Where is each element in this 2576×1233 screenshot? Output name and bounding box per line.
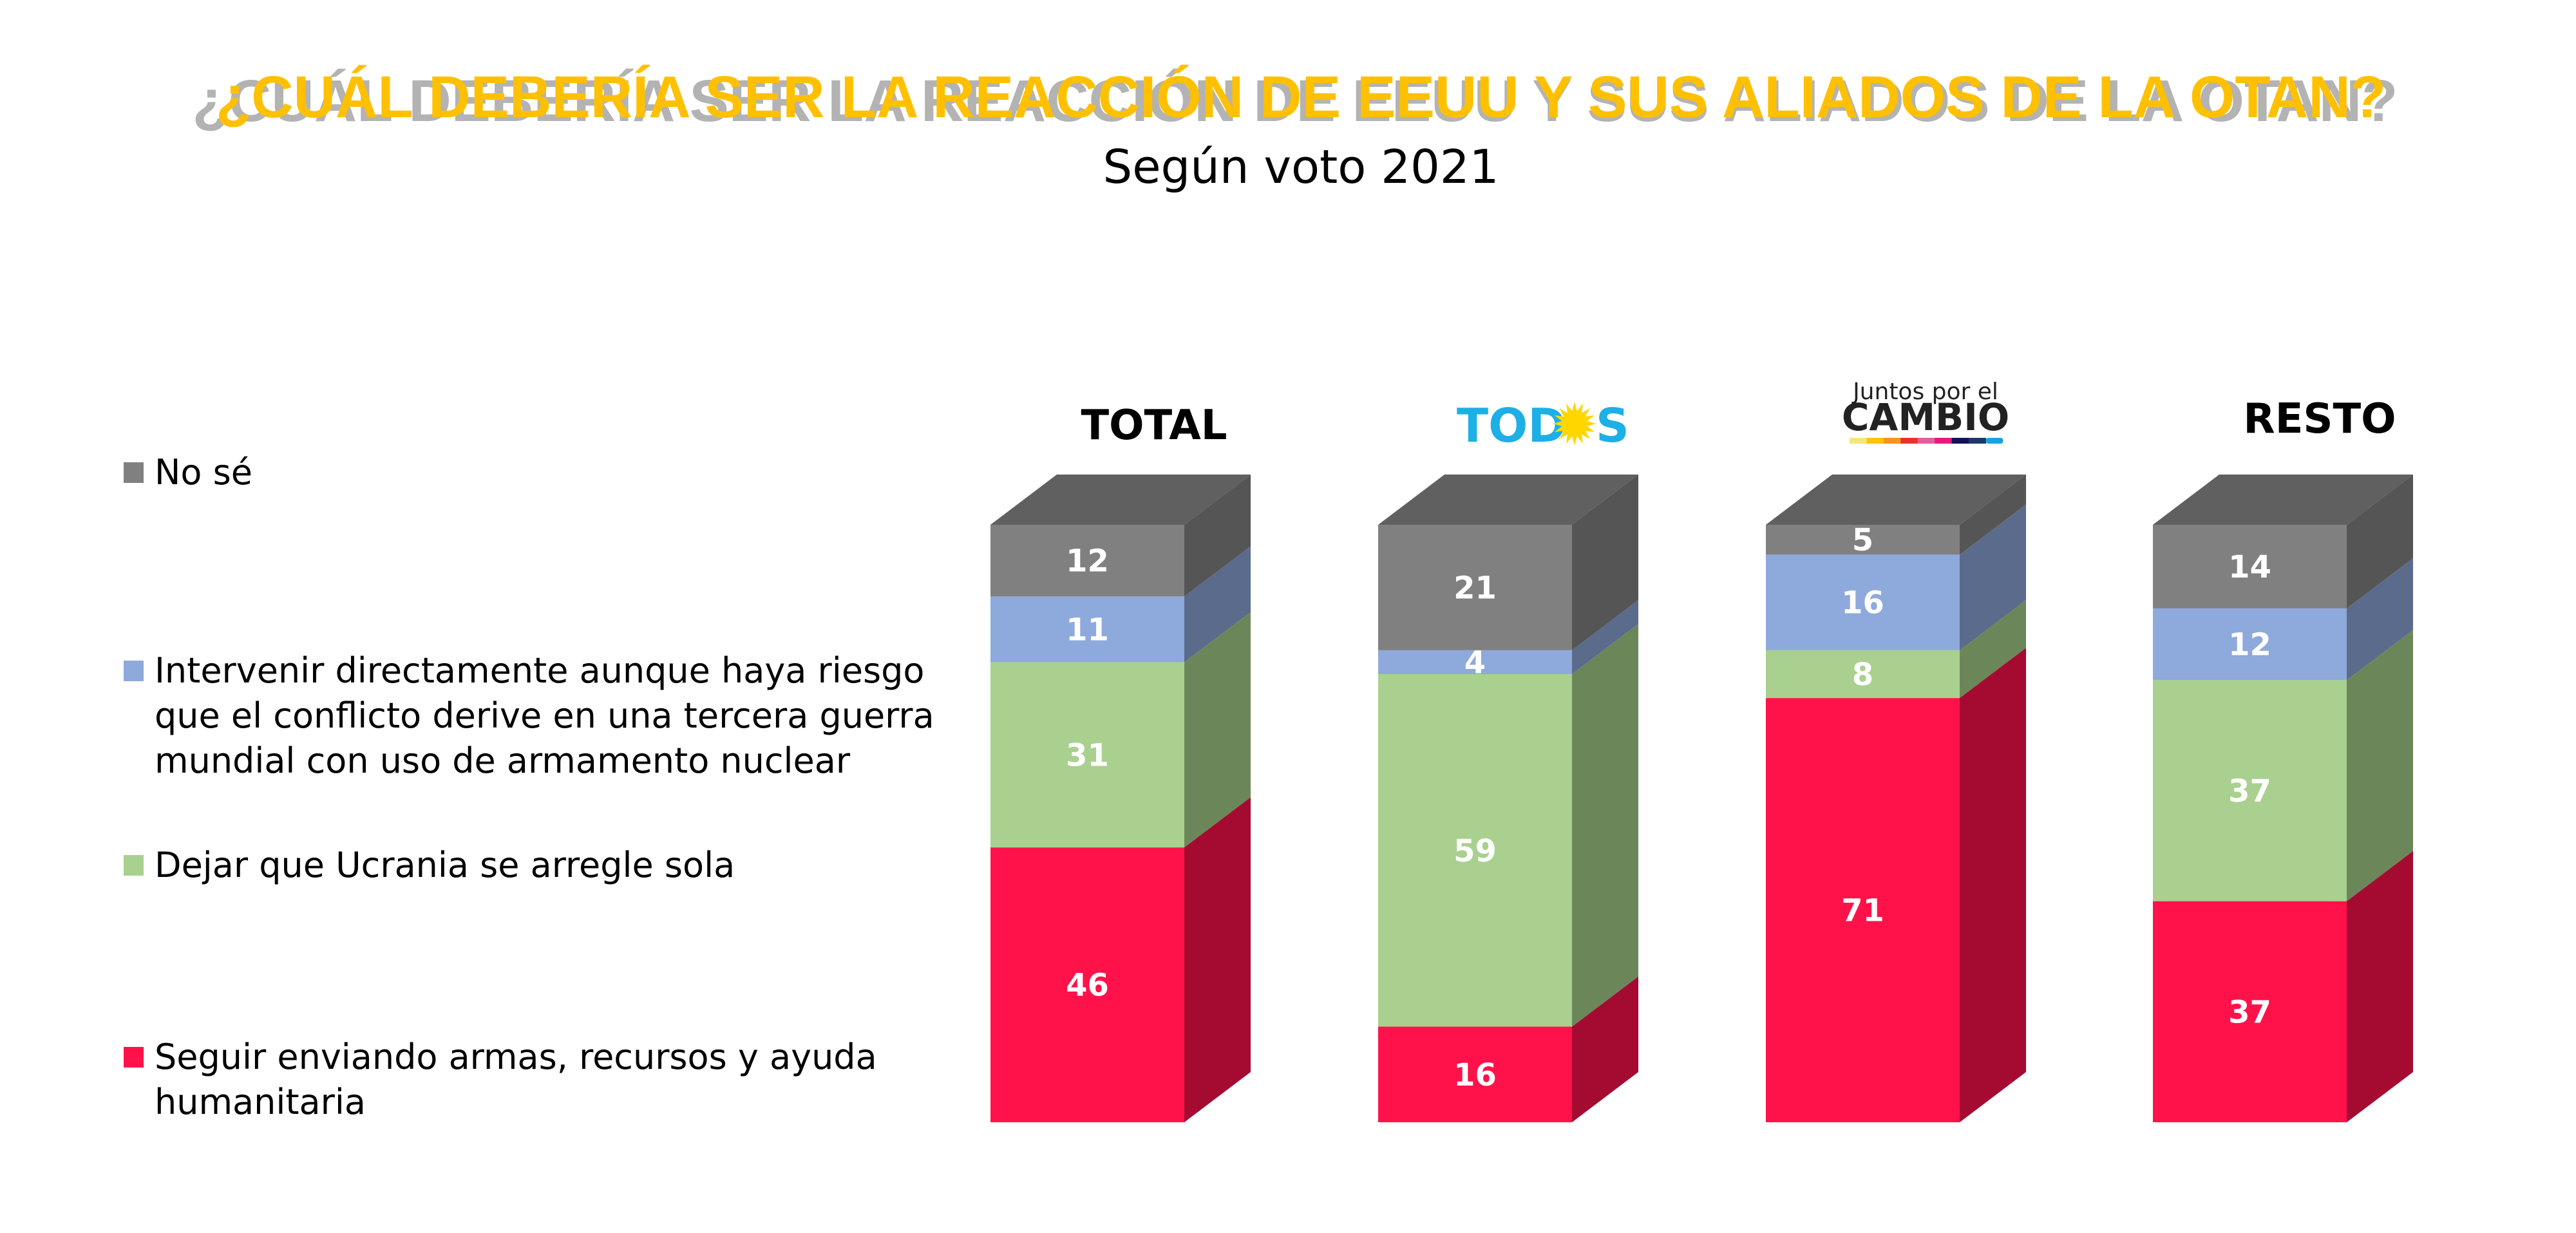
column-header-resto: RESTO bbox=[2243, 395, 2396, 443]
bar-top-face bbox=[990, 475, 1251, 525]
bar-segment-side bbox=[1184, 797, 1251, 1122]
bar-segment-side bbox=[2347, 475, 2413, 608]
bar-segment-side bbox=[1960, 648, 2026, 1122]
bar-segment bbox=[1378, 1026, 1572, 1122]
bar-segment-side bbox=[1960, 475, 2026, 555]
todos-logo-text-s: S bbox=[1596, 399, 1629, 453]
bar-segment bbox=[2153, 608, 2347, 681]
bar-segment bbox=[990, 525, 1184, 597]
legend-item: Dejar que Ucrania se arregle sola bbox=[124, 845, 735, 885]
legend-item: Seguir enviando armas, recursos y ayuda h… bbox=[124, 1037, 877, 1122]
data-label: 59 bbox=[1454, 833, 1497, 869]
chart-title: ¿CUÁL DEBERÍA SER LA REACCIÓN DE EEUU Y … bbox=[193, 64, 2398, 134]
data-label: 46 bbox=[1066, 968, 1109, 1004]
legend-swatch bbox=[124, 855, 144, 876]
stripe-segment bbox=[1969, 438, 1987, 444]
bar-segment-side bbox=[1572, 976, 1638, 1122]
legend-label: Dejar que Ucrania se arregle sola bbox=[155, 845, 735, 885]
legend-swatch bbox=[124, 661, 144, 681]
bar-segment bbox=[2153, 680, 2347, 901]
sun-icon bbox=[1553, 402, 1596, 446]
legend-label: mundial con uso de armamento nuclear bbox=[155, 740, 851, 781]
legend-label: humanitaria bbox=[155, 1082, 366, 1122]
bar-segment-side bbox=[1572, 599, 1638, 674]
data-label: 16 bbox=[1841, 585, 1884, 621]
stripe-segment bbox=[1985, 438, 2003, 444]
stripe-segment bbox=[1850, 438, 1867, 444]
bar-segment bbox=[1766, 554, 1960, 650]
column-header-total: TOTAL bbox=[1081, 402, 1227, 449]
stripe-segment bbox=[1866, 438, 1884, 444]
stripe-segment bbox=[1883, 438, 1901, 444]
bar-segment bbox=[1766, 698, 1960, 1122]
data-label: 37 bbox=[2228, 773, 2271, 809]
bar-segment-side bbox=[1184, 612, 1251, 848]
sun-core bbox=[1565, 414, 1584, 433]
bar-segment-side bbox=[1960, 599, 2026, 699]
data-label: 71 bbox=[1841, 893, 1884, 929]
bar-stack: 71 8 16 5 bbox=[1766, 475, 2026, 1122]
bar-stack: 16 59 4 21 bbox=[1378, 475, 1638, 1122]
bar-segment-side bbox=[2347, 630, 2413, 901]
bar-top-face bbox=[1378, 475, 1638, 525]
stripe-segment bbox=[1900, 438, 1918, 444]
data-label: 11 bbox=[1066, 612, 1109, 648]
bars: 46 31 11 12 16 59 4 21 71 8 16 5 37 37 12 14 bbox=[990, 475, 2413, 1122]
bar-segment bbox=[1766, 650, 1960, 699]
legend-swatch bbox=[124, 462, 144, 483]
bar-segment-side bbox=[1184, 546, 1251, 663]
bar-segment bbox=[1378, 650, 1572, 674]
data-label: 16 bbox=[1454, 1057, 1497, 1093]
data-label: 21 bbox=[1454, 570, 1497, 606]
bar-segment bbox=[1378, 525, 1572, 650]
legend-label: No sé bbox=[155, 452, 252, 493]
column-header-todos-logo: TOD S bbox=[1457, 399, 1629, 453]
bar-segment-side bbox=[2347, 851, 2413, 1122]
bar-segment bbox=[990, 847, 1184, 1122]
stripe-segment bbox=[1935, 438, 1953, 444]
legend-label: que el conflicto derive en una tercera g… bbox=[155, 695, 934, 736]
legend-item: Intervenir directamente aunque haya ries… bbox=[124, 650, 934, 781]
bar-top-face bbox=[2153, 475, 2413, 525]
bar-segment bbox=[990, 596, 1184, 663]
legend-item: No sé bbox=[124, 452, 252, 493]
bar-segment-side bbox=[2347, 558, 2413, 681]
bar-segment-side bbox=[1572, 624, 1638, 1027]
legend: No sé Intervenir directamente aunque haya… bbox=[124, 452, 934, 1122]
bar-segment bbox=[1378, 674, 1572, 1027]
juntos-logo-line2: CAMBIO bbox=[1842, 395, 2009, 439]
chart-subtitle: Según voto 2021 bbox=[1103, 140, 1499, 194]
juntos-color-stripe bbox=[1850, 438, 2003, 444]
juntos-logo-line1: Juntos por el bbox=[1852, 379, 1998, 405]
bar-top-face bbox=[1766, 475, 2026, 525]
data-label: 5 bbox=[1852, 522, 1873, 558]
stripe-segment bbox=[1951, 438, 1969, 444]
data-label: 12 bbox=[2228, 627, 2271, 663]
todos-logo-text: TOD bbox=[1457, 399, 1566, 453]
bar-segment-side bbox=[1572, 475, 1638, 650]
bar-segment-side bbox=[1184, 475, 1251, 597]
legend-swatch bbox=[124, 1047, 144, 1068]
bar-segment-side bbox=[1960, 504, 2026, 650]
legend-label: Seguir enviando armas, recursos y ayuda bbox=[155, 1037, 877, 1077]
data-label: 14 bbox=[2228, 549, 2271, 585]
bar-segment bbox=[1766, 525, 1960, 555]
bar-segment bbox=[2153, 525, 2347, 608]
chart-title-shadow: ¿CUÁL DEBERÍA SER LA REACCIÓN DE EEUU Y … bbox=[193, 68, 2398, 134]
bar-segment bbox=[990, 662, 1184, 848]
column-header-juntos-logo: Juntos por el CAMBIO bbox=[1842, 379, 2009, 444]
data-label: 31 bbox=[1066, 737, 1109, 773]
chart-title-text: ¿CUÁL DEBERÍA SER LA REACCIÓN DE EEUU Y … bbox=[216, 64, 2386, 130]
data-label: 12 bbox=[1066, 543, 1109, 579]
bar-stack: 37 37 12 14 bbox=[2153, 475, 2413, 1122]
bar-stack: 46 31 11 12 bbox=[990, 475, 1251, 1122]
stripe-segment bbox=[1917, 438, 1935, 444]
data-label: 37 bbox=[2228, 994, 2271, 1030]
legend-label: Intervenir directamente aunque haya ries… bbox=[155, 650, 924, 691]
data-label: 4 bbox=[1464, 645, 1486, 681]
data-label: 8 bbox=[1852, 657, 1873, 693]
bar-segment bbox=[2153, 901, 2347, 1122]
